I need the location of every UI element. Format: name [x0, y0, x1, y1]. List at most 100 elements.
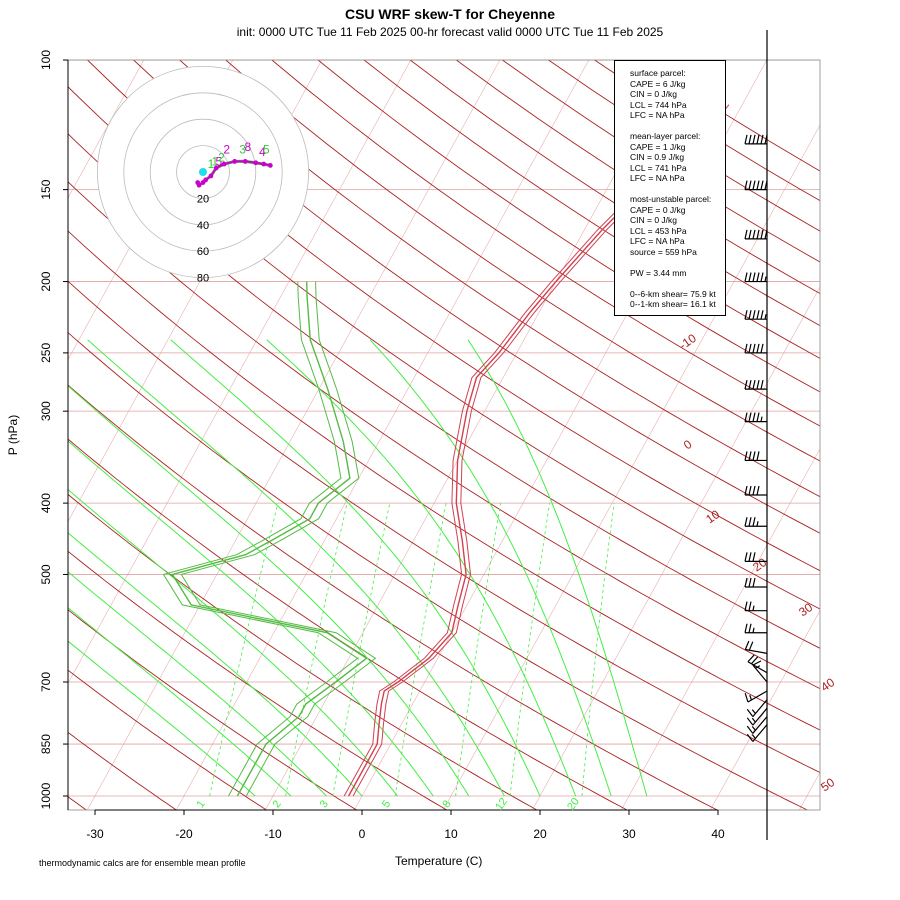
- y-tick-label: 200: [39, 271, 53, 291]
- wind-barb-flag: [752, 412, 756, 422]
- moist-adiabat: [467, 339, 648, 797]
- surface-cape: CAPE = 6 J/kg: [630, 78, 686, 89]
- wind-barb-flag: [756, 272, 760, 282]
- dry-adiabat: [68, 550, 448, 810]
- wind-barb: [744, 310, 767, 320]
- wind-barb-staff: [745, 648, 768, 654]
- moist-adiabat: [68, 532, 363, 797]
- wind-barb-staff: [752, 724, 768, 742]
- dry-adiabat-label: 40: [818, 675, 837, 694]
- wind-barb-flag: [748, 517, 752, 527]
- wind-barb-flag: [752, 577, 756, 588]
- wind-barb-flag: [752, 134, 756, 144]
- moist-adiabat: [369, 339, 612, 797]
- wind-barb-flag: [748, 343, 752, 354]
- wind-barb-flag: [748, 601, 752, 611]
- mixing-ratio-line: [394, 503, 447, 797]
- wind-barb-half-flag: [749, 694, 752, 701]
- wind-barb-flag: [744, 693, 749, 703]
- shear-0-1km: 0--1-km shear= 16.1 kt: [630, 299, 716, 309]
- y-axis-label: P (hPa): [6, 414, 20, 456]
- mean-layer-heading: mean-layer parcel:: [630, 131, 701, 141]
- wind-barb-flag: [756, 412, 760, 422]
- temperature-line: [347, 104, 725, 797]
- precipitable-water: PW = 3.44 mm: [630, 267, 687, 278]
- wind-barb-flag: [744, 451, 748, 461]
- hodograph-height-label: 1: [208, 157, 215, 171]
- surface-lfc: LFC = NA hPa: [630, 110, 685, 120]
- mixing-ratio-line: [285, 503, 348, 797]
- wind-barb: [744, 343, 767, 354]
- y-tick-label: 400: [39, 493, 53, 513]
- wind-barb-flag: [756, 310, 760, 320]
- hodograph-point: [242, 159, 248, 164]
- dry-adiabat: [68, 384, 719, 810]
- wind-barb-flag: [756, 485, 760, 496]
- dry-adiabat: [68, 438, 628, 810]
- wind-barb-flag: [744, 601, 748, 611]
- wind-barb-flag: [752, 310, 756, 320]
- most-unstable-cin: CIN = 0 J/kg: [630, 215, 678, 225]
- isotherm-line: [798, 771, 820, 810]
- wind-barb-flag: [756, 180, 760, 190]
- wind-barb-flag: [752, 552, 756, 562]
- most-unstable-parcel-block: most-unstable parcel: CAPE = 0 J/kg CIN …: [630, 194, 721, 257]
- isotherm-line: [709, 609, 820, 810]
- mean-layer-lfc: LFC = NA hPa: [630, 173, 685, 183]
- dry-adiabat-label: 0: [681, 437, 695, 452]
- moist-adiabat: [266, 339, 577, 797]
- wind-barb-flag: [752, 180, 756, 190]
- chart-title: CSU WRF skew-T for Cheyenne: [344, 6, 556, 22]
- wind-barb-staff: [752, 707, 768, 726]
- moist-adiabat: [68, 488, 398, 797]
- dry-adiabat: [68, 133, 820, 649]
- isotherm-line: [442, 124, 820, 810]
- wind-barb-flag: [748, 379, 752, 390]
- isotherm-line: [887, 26, 900, 811]
- wind-barb: [744, 272, 767, 283]
- dry-adiabat: [271, 60, 820, 427]
- hodograph-point: [267, 163, 273, 168]
- most-unstable-cape: CAPE = 0 J/kg: [630, 204, 686, 215]
- mean-layer-parcel-block: mean-layer parcel: CAPE = 1 J/kg CIN = 0…: [630, 131, 721, 184]
- wind-barb: [744, 623, 767, 634]
- parcel-parameters-box: surface parcel: CAPE = 6 J/kg CIN = 0 J/…: [614, 60, 726, 316]
- wind-barb-flag: [746, 733, 754, 742]
- wind-barb-flag: [744, 134, 748, 144]
- hodograph-ring: [176, 145, 230, 199]
- dry-adiabat: [179, 60, 820, 498]
- dry-adiabat-label: 30: [796, 600, 815, 619]
- hodograph-height-label: 2: [223, 143, 230, 157]
- mixing-ratio-line: [581, 503, 615, 797]
- mixing-ratio-line: [209, 503, 279, 797]
- hodograph-point: [253, 160, 259, 166]
- mixing-ratio-label: 12: [493, 796, 510, 813]
- dry-adiabat: [132, 60, 820, 534]
- hodograph-height-label: 1: [212, 154, 219, 168]
- moist-adiabat: [87, 339, 505, 797]
- hodograph-height-label: 2: [218, 150, 225, 164]
- wind-barb-half-flag: [755, 665, 761, 669]
- x-tick-label: 40: [711, 827, 725, 841]
- dry-adiabat: [68, 731, 178, 810]
- hodograph-height-label: 5: [263, 143, 270, 157]
- wind-barb-flag: [747, 654, 755, 663]
- y-tick-label: 100: [39, 50, 53, 70]
- chart-subtitle: init: 0000 UTC Tue 11 Feb 2025 00-hr for…: [236, 25, 664, 39]
- wind-barb-flag: [752, 229, 756, 240]
- moist-adiabat: [68, 385, 470, 797]
- dry-adiabat: [86, 60, 820, 572]
- mixing-ratio-label: 20: [565, 796, 582, 813]
- wind-barb: [744, 517, 767, 527]
- wind-barb-flag: [744, 379, 748, 390]
- moist-adiabat: [68, 607, 292, 797]
- wind-barb-flag: [750, 656, 759, 665]
- wind-barb-flag: [760, 343, 764, 354]
- wind-barb-flag: [760, 272, 764, 282]
- x-tick-label: -10: [264, 827, 282, 841]
- wind-barb-flag: [748, 641, 754, 651]
- wind-barb: [744, 577, 767, 588]
- dry-adiabat: [68, 609, 358, 810]
- wind-barb-flag: [752, 451, 756, 461]
